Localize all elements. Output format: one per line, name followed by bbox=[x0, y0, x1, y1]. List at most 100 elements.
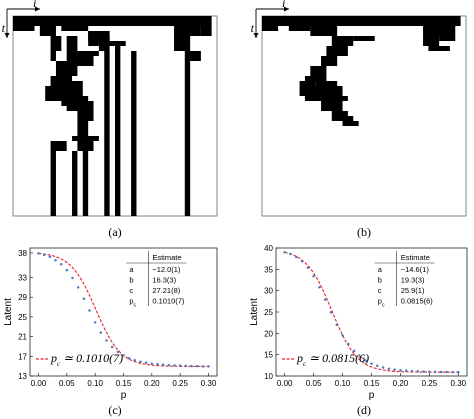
panel-d-data-point bbox=[358, 355, 362, 358]
panel-a-cell-block bbox=[72, 136, 99, 141]
panel-d-data-point bbox=[416, 370, 420, 373]
panel-b-cell-block bbox=[326, 46, 348, 56]
panel-a-t-label: t bbox=[2, 21, 6, 35]
panel-d-y-tick-label: 10 bbox=[264, 372, 273, 381]
panel-a-cell-block bbox=[72, 151, 78, 216]
panel-c-data-point bbox=[201, 365, 205, 368]
panel-a-cell-block bbox=[115, 46, 121, 216]
panel-c-data-point bbox=[144, 361, 148, 364]
panel-a-cell-block bbox=[77, 111, 94, 121]
panel-c-data-point bbox=[190, 364, 193, 368]
panel-c-chart: 0.00 0.05 0.10 0.15 0.20 0.25 0.30 13 17 21 25 29 33… bbox=[3, 247, 218, 417]
panel-c-data-point bbox=[99, 331, 103, 334]
panel-b-cell-block bbox=[321, 101, 343, 111]
panel-d-data-point bbox=[283, 251, 286, 254]
panel-d-data-point bbox=[387, 367, 391, 370]
panel-c-plot-frame bbox=[29, 247, 218, 377]
panel-b-cell-block bbox=[288, 26, 311, 31]
panel-a-i-arrowhead bbox=[35, 6, 40, 12]
panel-a-cell-block bbox=[50, 151, 56, 216]
panel-d-legend-label: pc ≃ 0.0815(6) bbox=[296, 351, 369, 368]
panel-c-y-tick-label: 29 bbox=[18, 293, 27, 302]
panel-c-table-param: pc bbox=[129, 297, 136, 309]
panel-c-data-point bbox=[122, 354, 125, 357]
panel-d-data-point bbox=[300, 259, 304, 263]
panel-c-data-point bbox=[88, 309, 91, 312]
panel-d-table-param: a bbox=[378, 265, 383, 274]
panel-c-y-tick-label: 17 bbox=[18, 352, 27, 361]
panel-c-table-param: a bbox=[129, 265, 134, 274]
panel-b-cell-block bbox=[310, 66, 327, 76]
panel-b-t-label: t bbox=[251, 21, 255, 35]
panel-b-cell-block bbox=[439, 36, 456, 41]
panel-d-y-tick-label: 30 bbox=[264, 287, 273, 296]
panel-d-caption: (d) bbox=[357, 403, 371, 417]
panel-a-cell-block bbox=[72, 56, 94, 66]
panel-d-data-point bbox=[335, 323, 339, 327]
panel-b-i-label: i bbox=[282, 0, 285, 10]
panel-a-cell-block bbox=[55, 61, 78, 76]
panel-c-data-point bbox=[150, 362, 154, 365]
panel-a-cell-block bbox=[174, 26, 201, 36]
panel-d-data-point bbox=[451, 370, 454, 374]
panel-d-data-point bbox=[323, 298, 327, 301]
panel-a-caption: (a) bbox=[108, 225, 121, 239]
panel-d-x-axis-label: p bbox=[369, 390, 375, 401]
panel-a-cell-block bbox=[39, 26, 56, 36]
panel-c-data-point bbox=[59, 263, 63, 266]
panel-a-cell-block bbox=[104, 41, 126, 46]
panel-d-data-point bbox=[341, 334, 344, 337]
panel-c-data-point bbox=[42, 253, 46, 257]
panel-b-cells bbox=[262, 16, 461, 126]
panel-d-table-param: b bbox=[378, 276, 382, 285]
panel-a-t-arrowhead bbox=[4, 33, 10, 38]
panel-d-x-tick-label: 0.15 bbox=[364, 379, 380, 388]
panel-d-data-point bbox=[428, 370, 431, 373]
panel-b-i-arrowhead bbox=[284, 6, 289, 12]
panel-d-table-param-sub: c bbox=[382, 303, 385, 309]
panel-a-cell-block bbox=[88, 31, 99, 46]
panel-a-cell-block bbox=[61, 81, 83, 86]
panel-a-cell-block bbox=[61, 101, 94, 106]
panel-d-data-point bbox=[404, 369, 408, 372]
panel-a-cell-block bbox=[98, 36, 110, 51]
panel-b-cell-block bbox=[315, 81, 338, 86]
panel-d-data-point bbox=[329, 311, 333, 314]
panel-c-y-tick-label: 33 bbox=[18, 274, 27, 283]
panel-c-data-point bbox=[105, 339, 108, 342]
panel-d-data-point bbox=[364, 359, 367, 362]
panel-a-cell-block bbox=[50, 81, 67, 86]
panel-c-table-param: c bbox=[129, 286, 133, 295]
panel-d-data-point bbox=[318, 286, 321, 289]
panel-b-cell-block bbox=[428, 46, 450, 51]
panel-c-data-point bbox=[178, 364, 182, 367]
panel-a-cell-block bbox=[61, 26, 89, 31]
panel-a-cell-block bbox=[131, 51, 137, 216]
panel-c-table-value: 27.21(8) bbox=[152, 286, 180, 295]
panel-d-x-tick-label: 0.25 bbox=[422, 379, 438, 388]
panel-a-cell-block bbox=[174, 36, 191, 51]
panel-b-cell-block bbox=[331, 111, 348, 116]
panel-c-legend-label: pc ≃ 0.1010(7) bbox=[50, 351, 123, 368]
panel-c-table-header: Estimate bbox=[152, 253, 181, 262]
panel-b-t-arrowhead bbox=[253, 33, 259, 38]
panel-d-data-point bbox=[422, 370, 425, 373]
panel-d-data-point bbox=[370, 362, 373, 365]
panel-b-cell-block bbox=[342, 121, 359, 126]
panel-b-cell-block bbox=[310, 26, 338, 36]
panel-c-x-tick-label: 0.20 bbox=[144, 379, 160, 388]
panel-c-table-value: −12.0(1) bbox=[152, 265, 181, 274]
panel-a-i-label: i bbox=[33, 0, 36, 10]
panel-b-cell-block bbox=[304, 76, 327, 81]
panel-a-cell-block bbox=[82, 151, 89, 216]
panel-d-data-point bbox=[352, 349, 356, 353]
panel-a-cell-block bbox=[50, 36, 62, 51]
panel-a-cell-block bbox=[77, 141, 94, 151]
panel-d-data-point bbox=[376, 364, 379, 368]
panel-c-data-point bbox=[93, 321, 97, 324]
panel-d-table-value: 19.3(3) bbox=[401, 276, 425, 285]
panel-c-x-tick-label: 0.00 bbox=[31, 379, 47, 388]
panel-c-data-point bbox=[184, 364, 188, 368]
panel-d-y-tick-label: 20 bbox=[264, 329, 273, 338]
panel-c-data-point bbox=[127, 357, 131, 360]
